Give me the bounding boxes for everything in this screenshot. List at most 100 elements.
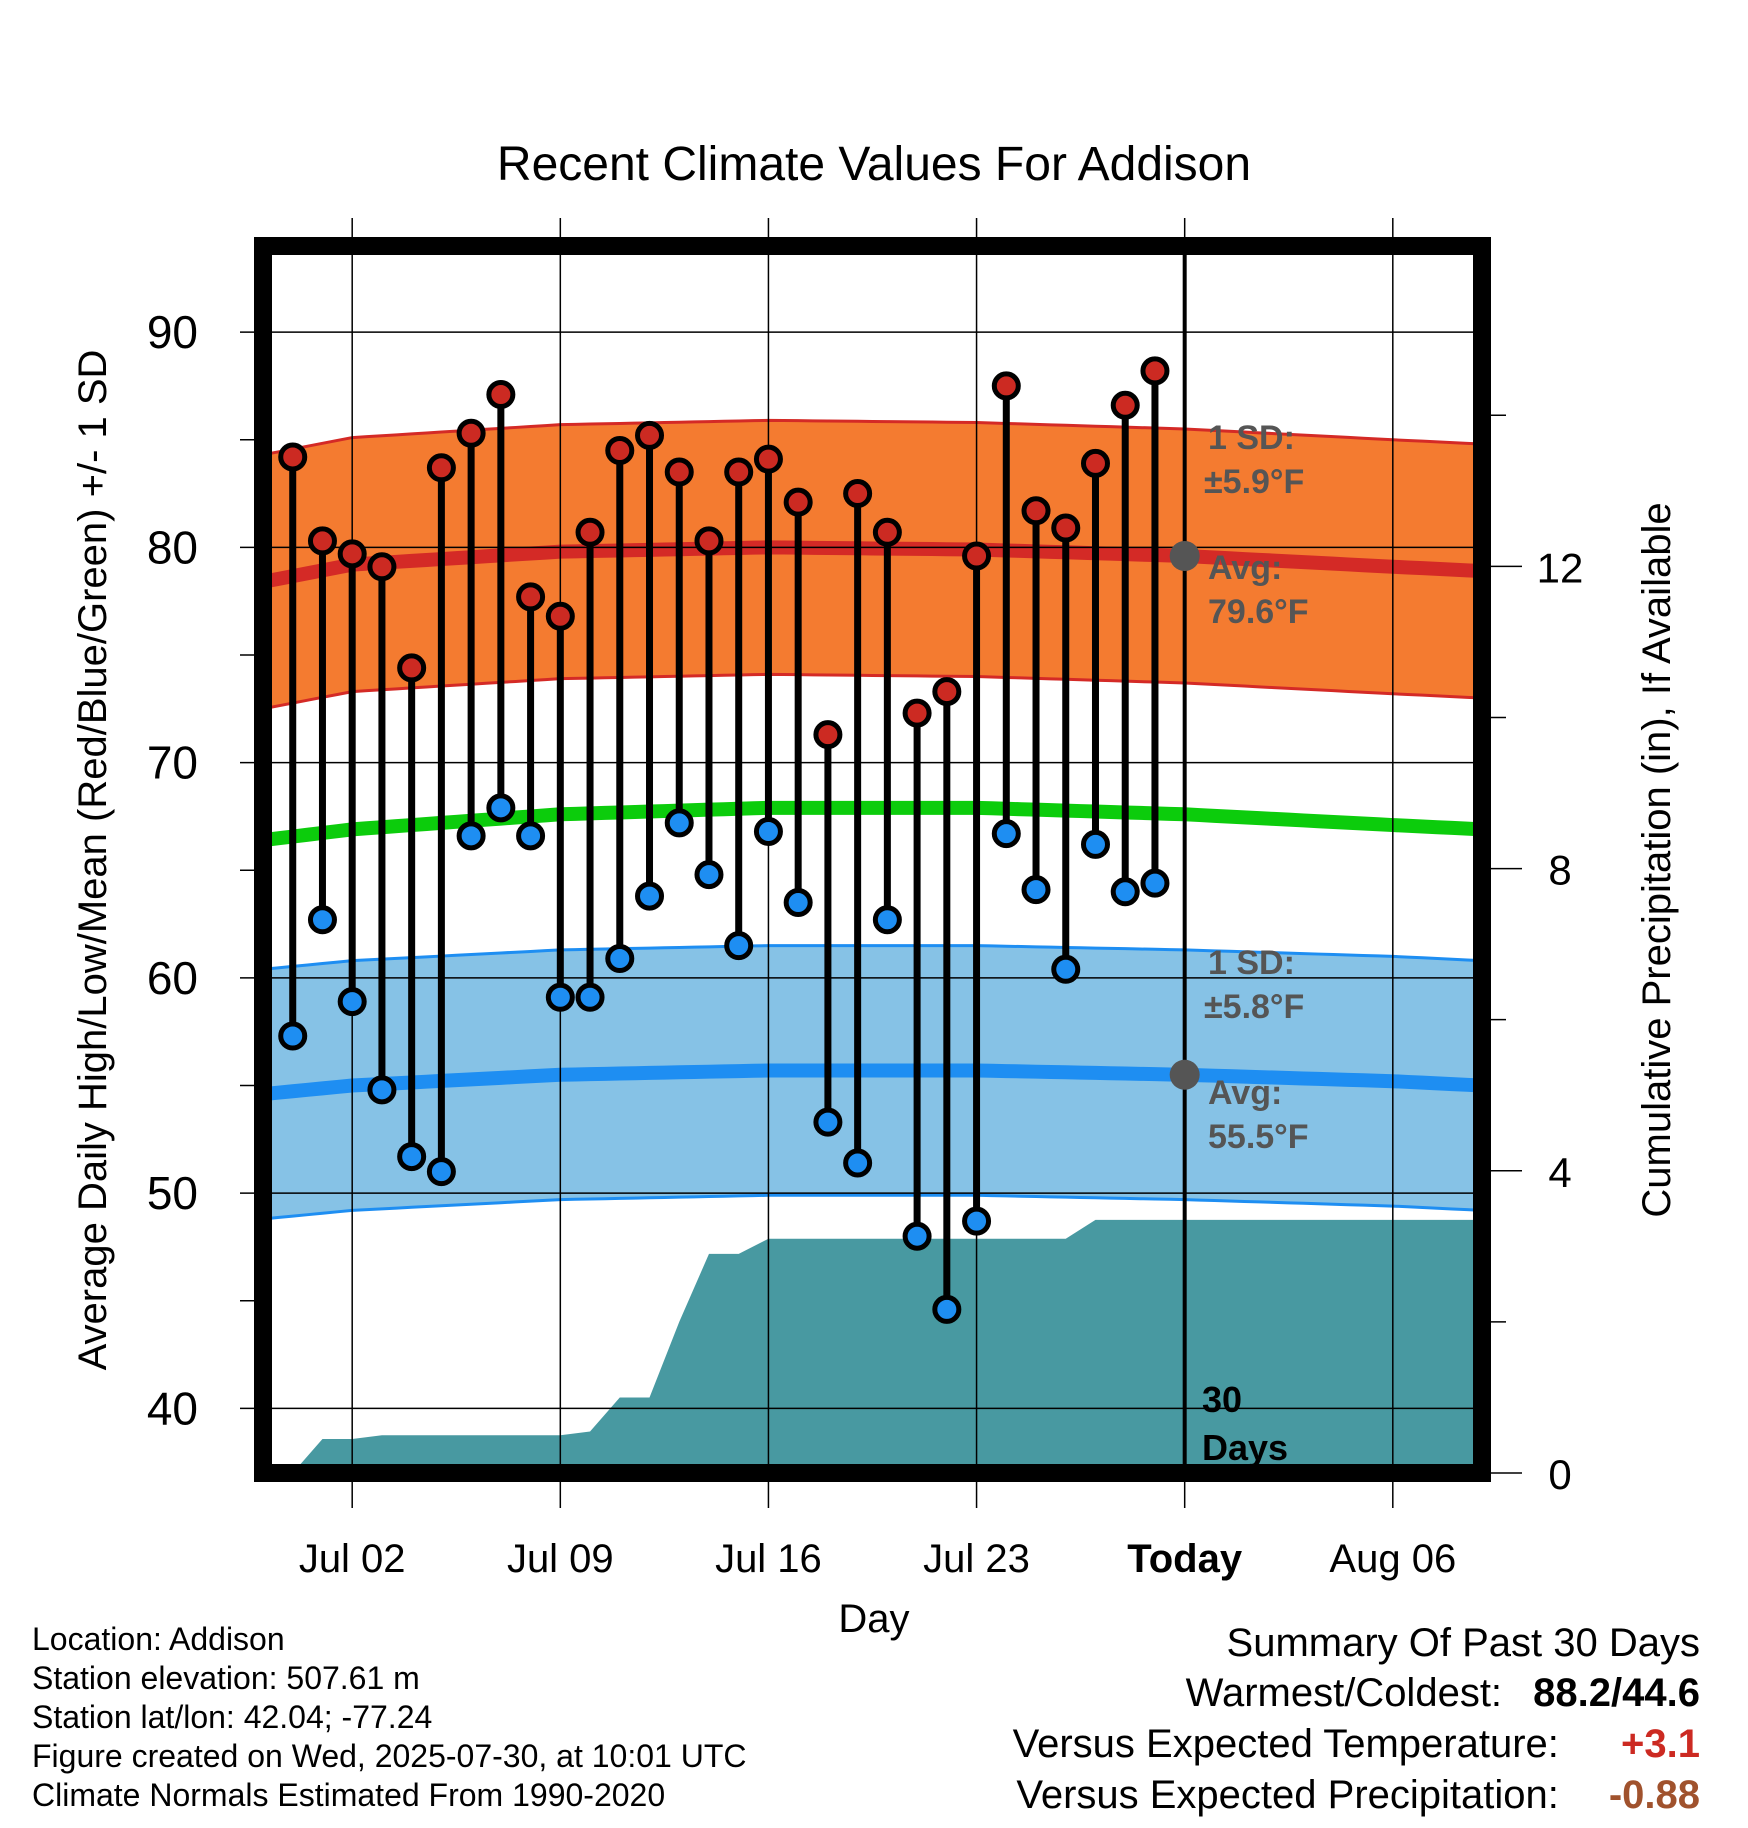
temp-label: Versus Expected Temperature: [1012, 1722, 1559, 1766]
daily-high-point [813, 720, 843, 750]
low-normal-line [263, 1063, 1482, 1102]
daily-high-point [397, 653, 427, 683]
x-tick-label: Today [1127, 1537, 1243, 1581]
days-count-number: 30 [1202, 1379, 1242, 1420]
daily-low-point [783, 888, 813, 918]
daily-high-point [1021, 496, 1051, 526]
low-band-upper-edge [263, 944, 1482, 971]
low-avg-label: Avg: [1208, 1074, 1282, 1112]
temp-value: +3.1 [1621, 1722, 1700, 1766]
y-left-tick-label: 50 [147, 1167, 198, 1219]
daily-high-point [664, 457, 694, 487]
info-location: Location: Addison [32, 1621, 285, 1657]
info-latlon: Station lat/lon: 42.04; -77.24 [32, 1699, 433, 1735]
daily-high-point [456, 418, 486, 448]
daily-high-point [516, 582, 546, 612]
low-sd-band [263, 945, 1482, 1219]
summary-temp: Versus Expected Temperature: +3.1 [1013, 1719, 1700, 1770]
daily-high-point [783, 487, 813, 517]
daily-high-point [337, 539, 367, 569]
daily-low-point [1110, 877, 1140, 907]
high-normal-line [263, 540, 1482, 589]
daily-low-point [753, 817, 783, 847]
daily-low-point [307, 905, 337, 935]
plot-frame [254, 237, 1491, 1482]
warm-cold-value: 88.2/44.6 [1533, 1671, 1700, 1715]
y-left-tick-label: 40 [147, 1382, 198, 1434]
summary-block: Summary Of Past 30 Days Warmest/Coldest:… [1013, 1618, 1700, 1821]
today-high-avg-marker [1169, 540, 1200, 571]
high-sd-label: 1 SD: [1208, 419, 1295, 457]
x-tick-label: Jul 02 [299, 1537, 406, 1581]
summary-precip: Versus Expected Precipitation: -0.88 [1013, 1770, 1700, 1821]
daily-high-point [902, 698, 932, 728]
daily-high-point [1080, 448, 1110, 478]
daily-low-point [843, 1148, 873, 1178]
chart-title: Recent Climate Values For Addison [497, 138, 1251, 191]
days-count-word: Days [1202, 1427, 1288, 1468]
high-avg-label: Avg: [1208, 549, 1282, 587]
summary-warm-cold: Warmest/Coldest: 88.2/44.6 [1013, 1668, 1700, 1719]
low-sd-value: ±5.8°F [1204, 988, 1304, 1026]
low-sd-label: 1 SD: [1208, 944, 1295, 982]
daily-low-point [724, 931, 754, 961]
daily-high-point [753, 444, 783, 474]
daily-low-point [486, 793, 516, 823]
info-normals: Climate Normals Estimated From 1990-2020 [32, 1777, 666, 1813]
daily-low-point [694, 860, 724, 890]
daily-low-point [991, 819, 1021, 849]
y-left-tick-label: 90 [147, 306, 198, 358]
mean-normal-line [263, 800, 1482, 848]
today-low-avg-marker [1169, 1059, 1200, 1090]
daily-high-point [635, 420, 665, 450]
daily-low-point [1051, 954, 1081, 984]
daily-high-point [426, 453, 456, 483]
daily-low-point [397, 1142, 427, 1172]
daily-high-point [843, 479, 873, 509]
low-band-lower-edge [263, 1193, 1482, 1221]
daily-high-point [367, 552, 397, 582]
daily-high-point [872, 517, 902, 547]
high-sd-value: ±5.9°F [1204, 463, 1304, 501]
daily-low-point [635, 881, 665, 911]
warm-cold-label: Warmest/Coldest: [1185, 1671, 1503, 1715]
precip-value: -0.88 [1608, 1773, 1700, 1817]
daily-low-point [605, 944, 635, 974]
daily-high-point [545, 601, 575, 631]
info-created: Figure created on Wed, 2025-07-30, at 10… [32, 1738, 747, 1774]
daily-high-point [991, 371, 1021, 401]
daily-low-point [664, 808, 694, 838]
info-elevation: Station elevation: 507.61 m [32, 1660, 420, 1696]
daily-high-point [1140, 356, 1170, 386]
y-right-tick-label: 4 [1548, 1149, 1571, 1196]
daily-low-point [456, 821, 486, 851]
y-right-tick-label: 8 [1548, 847, 1571, 894]
y-left-tick-label: 80 [147, 521, 198, 573]
daily-low-point [278, 1021, 308, 1051]
daily-high-point [605, 436, 635, 465]
daily-high-point [932, 677, 962, 707]
daily-high-point [1110, 390, 1140, 420]
precip-area [263, 1219, 1482, 1473]
daily-high-point [307, 526, 337, 556]
daily-low-point [337, 987, 367, 1017]
y-axis-label-right: Cumulative Precipitation (in), If Availa… [1635, 502, 1679, 1217]
station-info: Location: Addison Station elevation: 507… [32, 1620, 746, 1815]
daily-high-point [724, 457, 754, 487]
daily-low-point [902, 1221, 932, 1251]
daily-low-point [813, 1107, 843, 1137]
daily-low-point [575, 982, 605, 1012]
daily-low-point [962, 1206, 992, 1236]
y-left-tick-label: 60 [147, 952, 198, 1004]
daily-low-point [426, 1157, 456, 1187]
y-left-tick-label: 70 [147, 737, 198, 789]
daily-high-point [962, 541, 992, 571]
y-axis-label-left: Average Daily High/Low/Mean (Red/Blue/Gr… [71, 350, 115, 1371]
x-tick-label: Jul 23 [923, 1537, 1030, 1581]
high-band-lower-edge [263, 672, 1482, 711]
daily-high-point [486, 380, 516, 410]
daily-low-point [516, 821, 546, 851]
daily-low-point [1140, 868, 1170, 898]
daily-low-point [932, 1294, 962, 1324]
